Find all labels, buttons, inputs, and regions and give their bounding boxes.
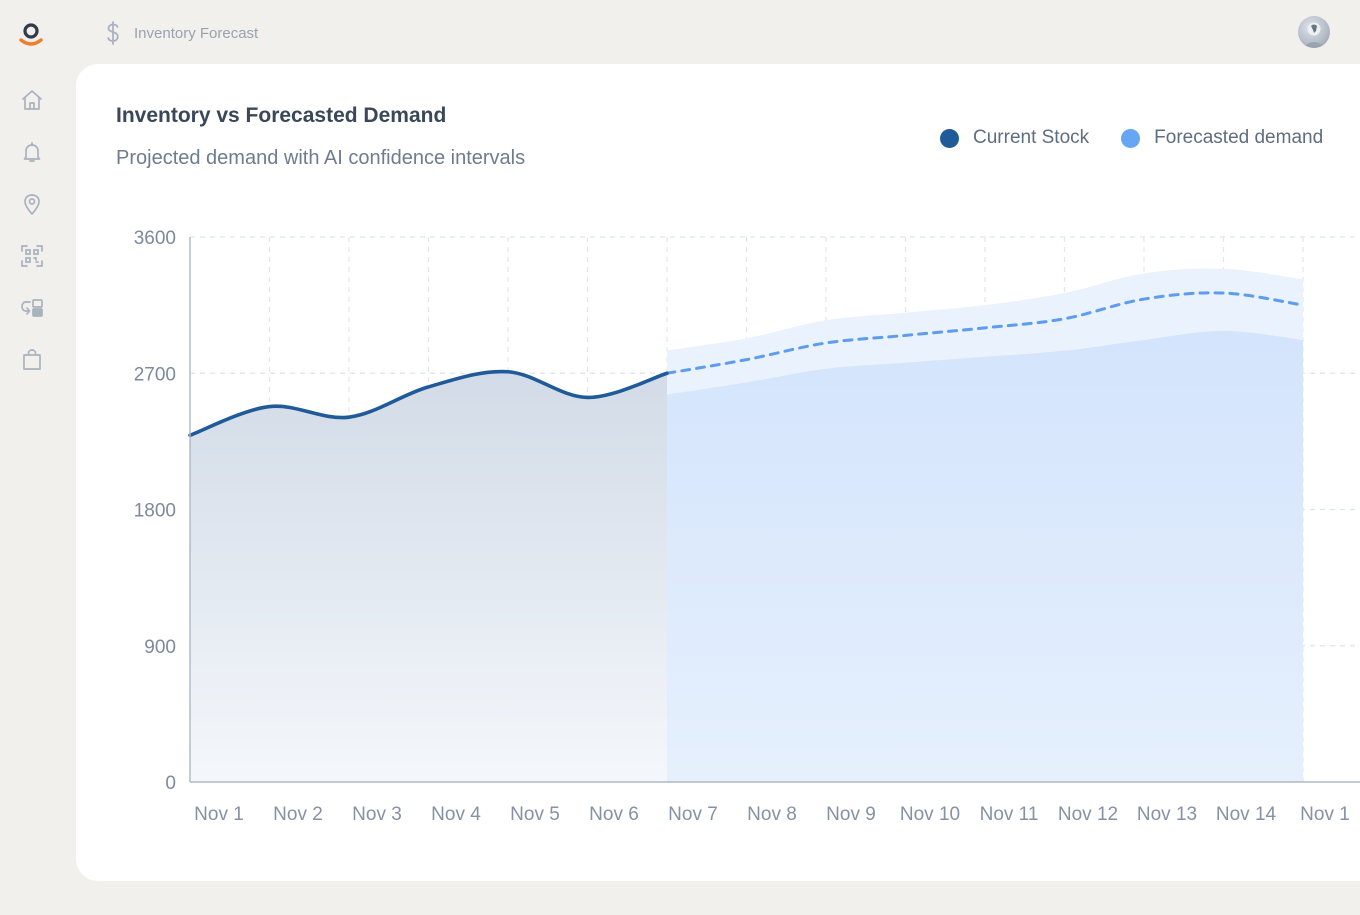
sidebar-item-notifications[interactable] [18, 138, 46, 166]
sidebar-item-locations[interactable] [18, 190, 46, 218]
app-logo-icon[interactable] [16, 20, 46, 50]
chart-legend: Current Stock Forecasted demand [940, 127, 1355, 149]
forecast-card: Inventory vs Forecasted Demand Projected… [76, 64, 1360, 881]
breadcrumb: Inventory Forecast [104, 18, 258, 48]
bell-icon [23, 142, 41, 162]
chart-subtitle: Projected demand with AI confidence inte… [116, 147, 526, 169]
sidebar-item-scan[interactable] [18, 242, 46, 270]
user-avatar[interactable] [1298, 16, 1330, 48]
legend-label-current-stock: Current Stock [973, 127, 1090, 148]
user-avatar-icon [1303, 22, 1325, 48]
legend-swatch-current-stock [940, 128, 959, 148]
legend-item-forecasted-demand[interactable]: Forecasted demand [1121, 127, 1323, 149]
dollar-icon [107, 21, 119, 45]
reorder-icon [21, 299, 43, 317]
legend-swatch-forecasted-demand [1121, 128, 1141, 148]
legend-label-forecasted-demand: Forecasted demand [1154, 127, 1324, 148]
sidebar-item-orders[interactable] [18, 346, 46, 374]
sidebar-item-reorder[interactable] [18, 294, 46, 322]
home-icon [22, 90, 42, 110]
qr-scan-icon [21, 245, 43, 267]
breadcrumb-label[interactable]: Inventory Forecast [134, 24, 259, 42]
sidebar-item-home[interactable] [18, 86, 46, 114]
location-pin-icon [24, 194, 40, 215]
shopping-bag-icon [23, 349, 41, 370]
legend-item-current-stock[interactable]: Current Stock [940, 127, 1089, 149]
chart-title: Inventory vs Forecasted Demand [116, 104, 447, 127]
sidebar-nav [18, 86, 46, 398]
